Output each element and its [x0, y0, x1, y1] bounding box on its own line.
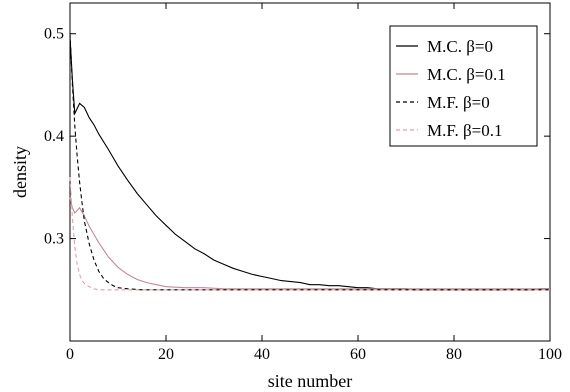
y-axis-label: density [10, 146, 30, 198]
legend-label-1: M.C. β=0 [427, 37, 493, 56]
y-tick-label: 0.5 [44, 26, 64, 43]
x-tick-label: 60 [350, 346, 366, 363]
x-tick-label: 100 [538, 346, 562, 363]
series-line-3 [69, 33, 550, 291]
series-lines [69, 33, 550, 291]
series-line-4 [69, 177, 550, 291]
series-line-2 [69, 197, 550, 290]
legend: M.C. β=0 M.C. β=0.1 M.F. β=0 M.F. β=0.1 [389, 25, 538, 147]
legend-label-3: M.F. β=0 [427, 93, 490, 112]
legend-label-2: M.C. β=0.1 [427, 65, 506, 84]
x-tick-label: 20 [158, 346, 174, 363]
plot-frame [69, 2, 551, 342]
y-tick-label: 0.3 [44, 231, 64, 248]
x-tick-label: 40 [254, 346, 270, 363]
x-axis-label: site number [268, 371, 352, 391]
y-tick-label: 0.4 [44, 128, 64, 145]
x-tick-label: 80 [446, 346, 462, 363]
axis-ticks: 0 20 40 60 80 100 0.3 0.4 0.5 [44, 3, 562, 363]
x-tick-label: 0 [66, 346, 74, 363]
legend-label-4: M.F. β=0.1 [427, 121, 502, 140]
